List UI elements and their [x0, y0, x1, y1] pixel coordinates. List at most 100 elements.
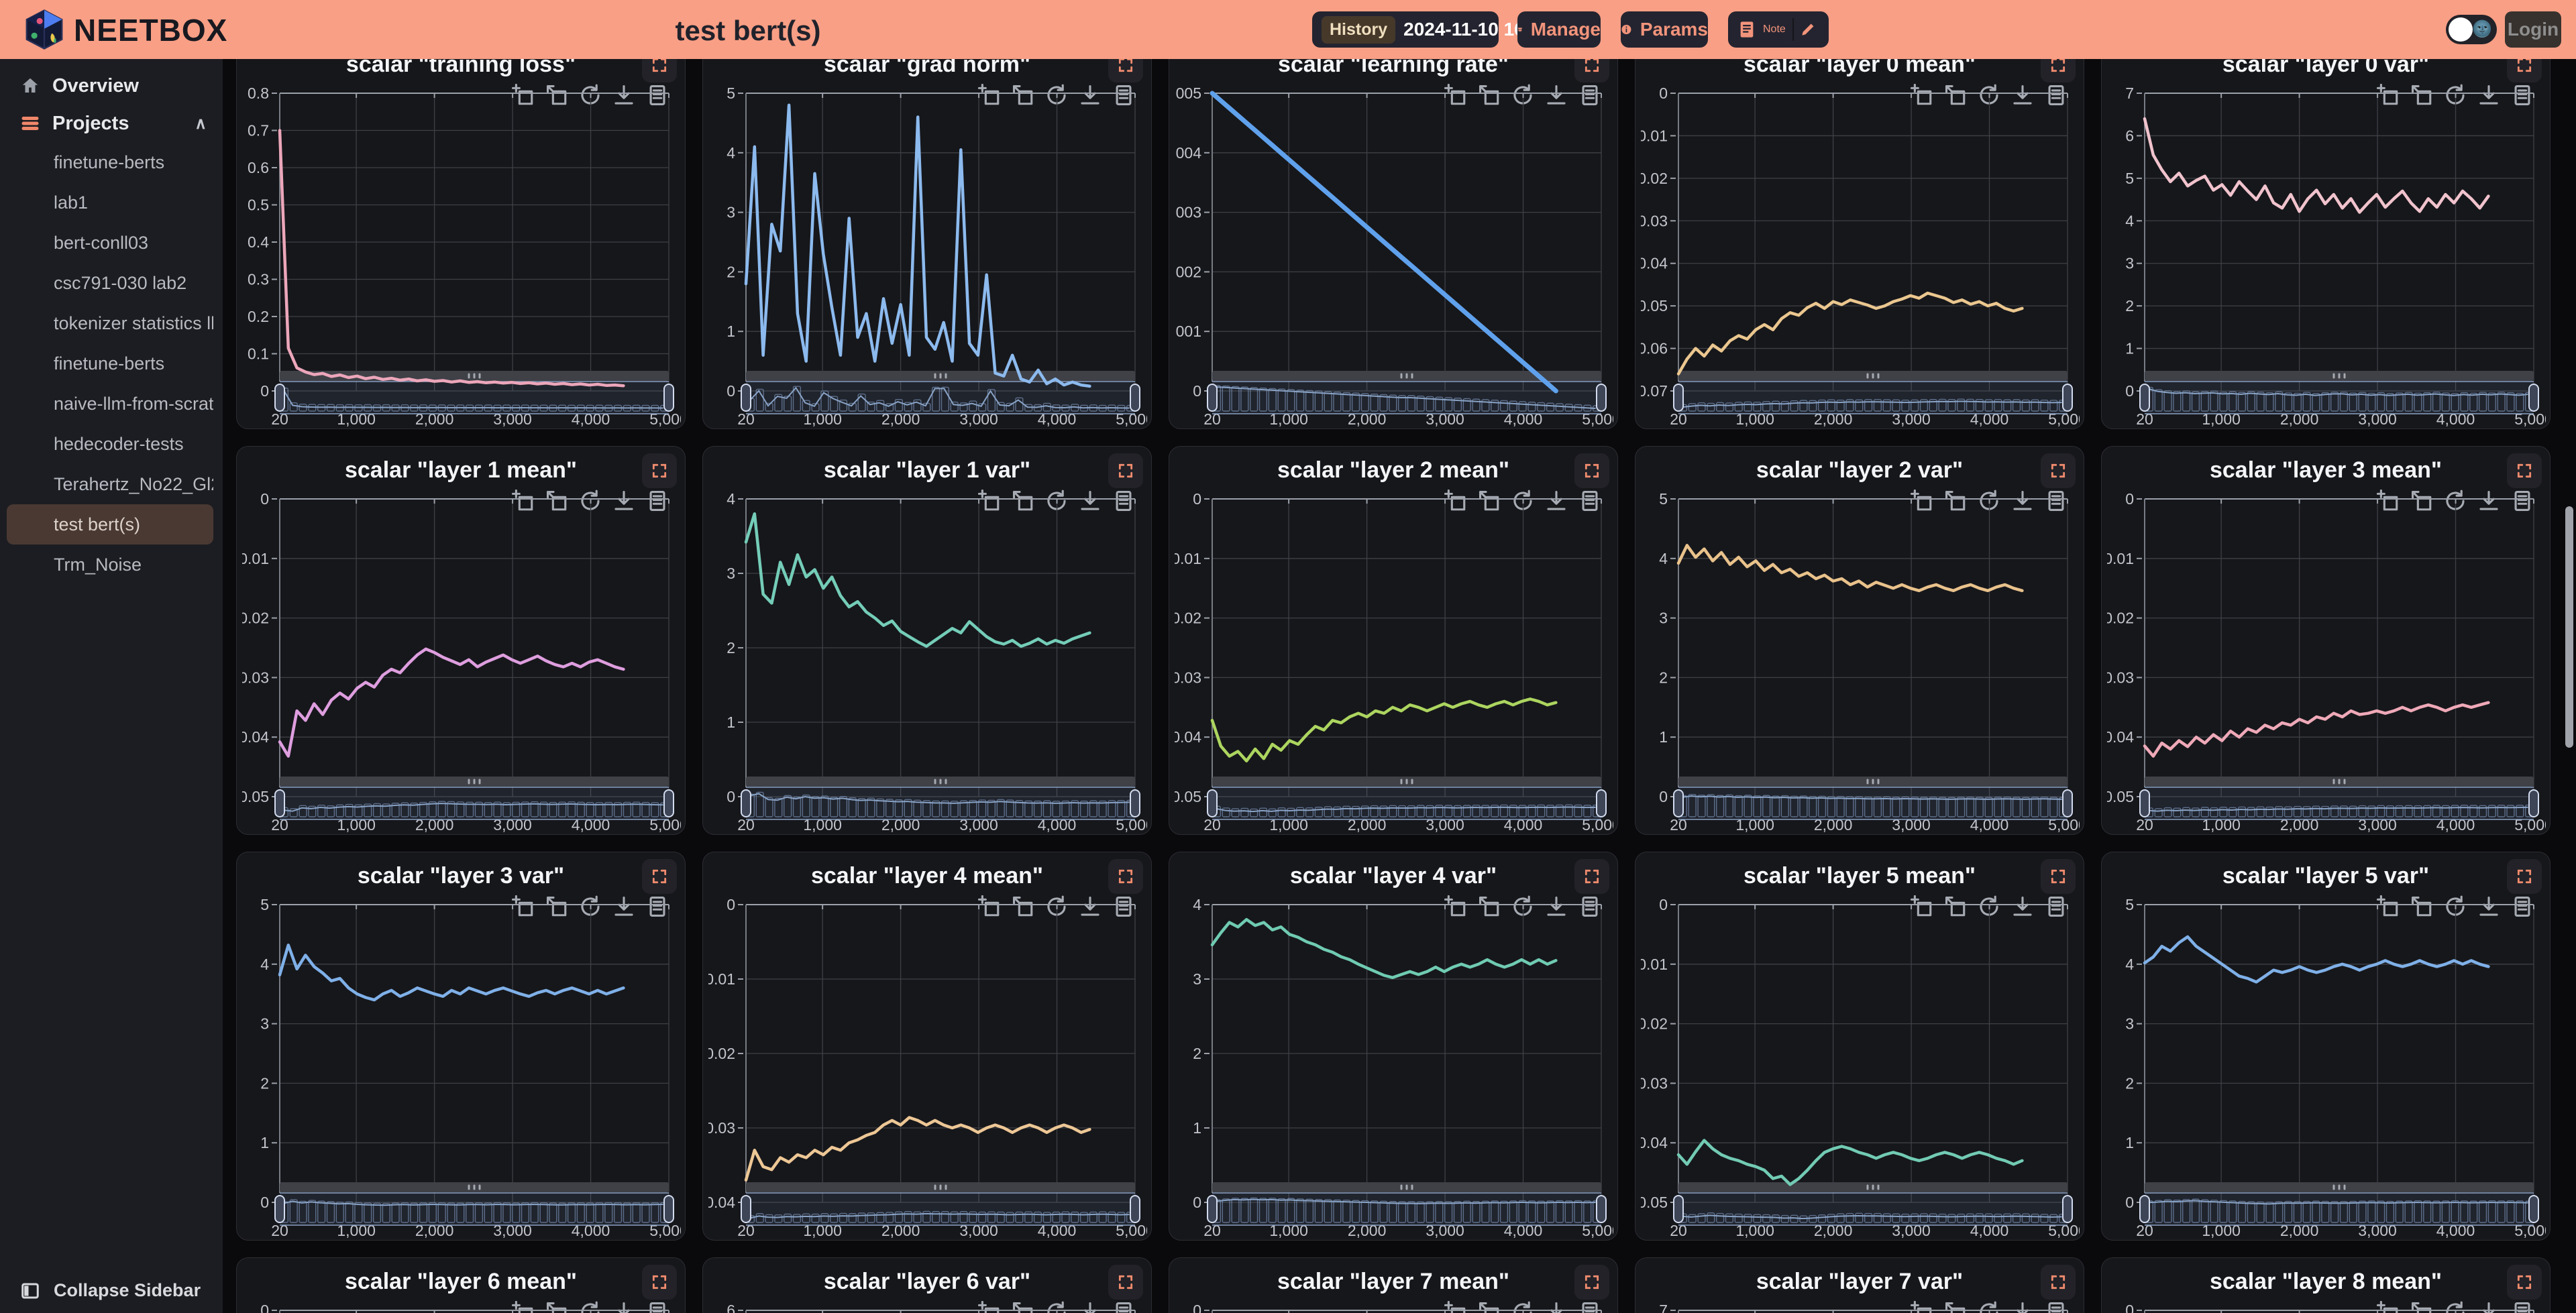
sidebar-project-item[interactable]: Terahertz_No22_Gl261_gl... — [54, 473, 213, 494]
save-image-icon[interactable] — [612, 84, 635, 107]
zoom-box-icon[interactable] — [1911, 490, 1933, 512]
restore-icon[interactable] — [2444, 1301, 2467, 1313]
save-image-icon[interactable] — [2477, 84, 2500, 107]
datazoom-slider[interactable] — [1678, 1193, 2068, 1225]
datazoom-slider[interactable] — [746, 382, 1135, 414]
data-view-icon[interactable] — [2045, 84, 2068, 107]
datazoom-handle[interactable] — [663, 789, 674, 817]
expand-icon[interactable] — [2507, 859, 2542, 894]
zoom-reset-icon[interactable] — [1012, 490, 1034, 512]
sidebar-project-item[interactable]: bert-conll03 — [54, 232, 149, 253]
sidebar-project-item[interactable]: Trm_Noise — [54, 554, 142, 575]
datazoom-handle[interactable] — [2528, 384, 2539, 412]
expand-icon[interactable] — [642, 859, 677, 894]
zoom-reset-icon[interactable] — [1478, 1301, 1501, 1313]
datazoom-slider[interactable] — [1678, 382, 2068, 414]
datazoom-slider[interactable] — [2145, 1193, 2534, 1225]
sidebar-project-item[interactable]: test bert(s) — [7, 504, 213, 545]
zoom-box-icon[interactable] — [978, 490, 1001, 512]
datazoom-handle[interactable] — [741, 789, 751, 817]
data-view-icon[interactable] — [2045, 1301, 2068, 1313]
datazoom-handle[interactable] — [1673, 789, 1684, 817]
expand-icon[interactable] — [2041, 453, 2076, 488]
datazoom-handle[interactable] — [1130, 789, 1140, 817]
save-image-icon[interactable] — [1545, 490, 1568, 512]
data-view-icon[interactable] — [1112, 1301, 1135, 1313]
restore-icon[interactable] — [1045, 895, 1068, 918]
collapse-sidebar-button[interactable]: Collapse Sidebar — [0, 1280, 223, 1301]
zoom-reset-icon[interactable] — [1944, 490, 1967, 512]
data-view-icon[interactable] — [1112, 490, 1135, 512]
datazoom-slider[interactable] — [1212, 787, 1601, 819]
zoom-box-icon[interactable] — [978, 895, 1001, 918]
restore-icon[interactable] — [1045, 490, 1068, 512]
data-view-icon[interactable] — [2511, 1301, 2534, 1313]
datazoom-handle[interactable] — [663, 1195, 674, 1223]
login-button[interactable]: Login — [2505, 11, 2561, 48]
zoom-reset-icon[interactable] — [545, 490, 568, 512]
restore-icon[interactable] — [579, 84, 602, 107]
sidebar-project-item[interactable]: finetune-berts — [54, 152, 165, 172]
restore-icon[interactable] — [1045, 84, 1068, 107]
datazoom-handle[interactable] — [1130, 1195, 1140, 1223]
zoom-reset-icon[interactable] — [1478, 490, 1501, 512]
sidebar-project-item[interactable]: hedecoder-tests — [54, 433, 184, 454]
data-view-icon[interactable] — [1578, 490, 1601, 512]
save-image-icon[interactable] — [2477, 895, 2500, 918]
datazoom-handle[interactable] — [2062, 789, 2073, 817]
datazoom-handle[interactable] — [1596, 789, 1607, 817]
zoom-box-icon[interactable] — [512, 1301, 535, 1313]
zoom-box-icon[interactable] — [512, 490, 535, 512]
datazoom-slider[interactable] — [280, 787, 669, 819]
sidebar-project-item[interactable]: finetune-berts — [54, 353, 165, 374]
zoom-box-icon[interactable] — [2377, 1301, 2400, 1313]
datazoom-slider[interactable] — [1678, 787, 2068, 819]
datazoom-handle[interactable] — [2062, 1195, 2073, 1223]
restore-icon[interactable] — [579, 490, 602, 512]
zoom-reset-icon[interactable] — [1478, 895, 1501, 918]
save-image-icon[interactable] — [2011, 895, 2034, 918]
zoom-reset-icon[interactable] — [545, 84, 568, 107]
zoom-box-icon[interactable] — [2377, 895, 2400, 918]
datazoom-handle[interactable] — [274, 384, 285, 412]
data-view-icon[interactable] — [1112, 84, 1135, 107]
restore-icon[interactable] — [2444, 84, 2467, 107]
zoom-reset-icon[interactable] — [2410, 84, 2433, 107]
restore-icon[interactable] — [1045, 1301, 1068, 1313]
expand-icon[interactable] — [642, 453, 677, 488]
zoom-box-icon[interactable] — [512, 84, 535, 107]
save-image-icon[interactable] — [1545, 895, 1568, 918]
datazoom-handle[interactable] — [1596, 384, 1607, 412]
params-button[interactable]: Params — [1621, 11, 1708, 48]
history-dropdown[interactable]: History 2024-11-10 16:37:23 ∨ — [1312, 11, 1600, 48]
sidebar-item-projects[interactable]: Projects ∧ — [0, 105, 223, 142]
expand-icon[interactable] — [2041, 859, 2076, 894]
zoom-box-icon[interactable] — [978, 1301, 1001, 1313]
datazoom-handle[interactable] — [274, 789, 285, 817]
zoom-reset-icon[interactable] — [1012, 1301, 1034, 1313]
zoom-reset-icon[interactable] — [2410, 1301, 2433, 1313]
zoom-box-icon[interactable] — [1444, 84, 1467, 107]
expand-icon[interactable] — [2041, 1265, 2076, 1300]
sidebar-project-item[interactable]: tokenizer statistics llama... — [54, 312, 213, 333]
datazoom-handle[interactable] — [2139, 384, 2150, 412]
datazoom-handle[interactable] — [1130, 384, 1140, 412]
restore-icon[interactable] — [2444, 490, 2467, 512]
zoom-reset-icon[interactable] — [545, 895, 568, 918]
datazoom-handle[interactable] — [2528, 1195, 2539, 1223]
datazoom-handle[interactable] — [1207, 789, 1218, 817]
restore-icon[interactable] — [1978, 1301, 2000, 1313]
sidebar-item-overview[interactable]: Overview — [0, 67, 223, 105]
datazoom-handle[interactable] — [741, 384, 751, 412]
expand-icon[interactable] — [1108, 859, 1143, 894]
zoom-reset-icon[interactable] — [1944, 1301, 1967, 1313]
zoom-reset-icon[interactable] — [545, 1301, 568, 1313]
datazoom-handle[interactable] — [663, 384, 674, 412]
datazoom-handle[interactable] — [2528, 789, 2539, 817]
save-image-icon[interactable] — [612, 895, 635, 918]
zoom-box-icon[interactable] — [1911, 84, 1933, 107]
expand-icon[interactable] — [642, 1265, 677, 1300]
expand-icon[interactable] — [2507, 1265, 2542, 1300]
expand-icon[interactable] — [1108, 453, 1143, 488]
sidebar-project-item[interactable]: lab1 — [54, 192, 89, 213]
